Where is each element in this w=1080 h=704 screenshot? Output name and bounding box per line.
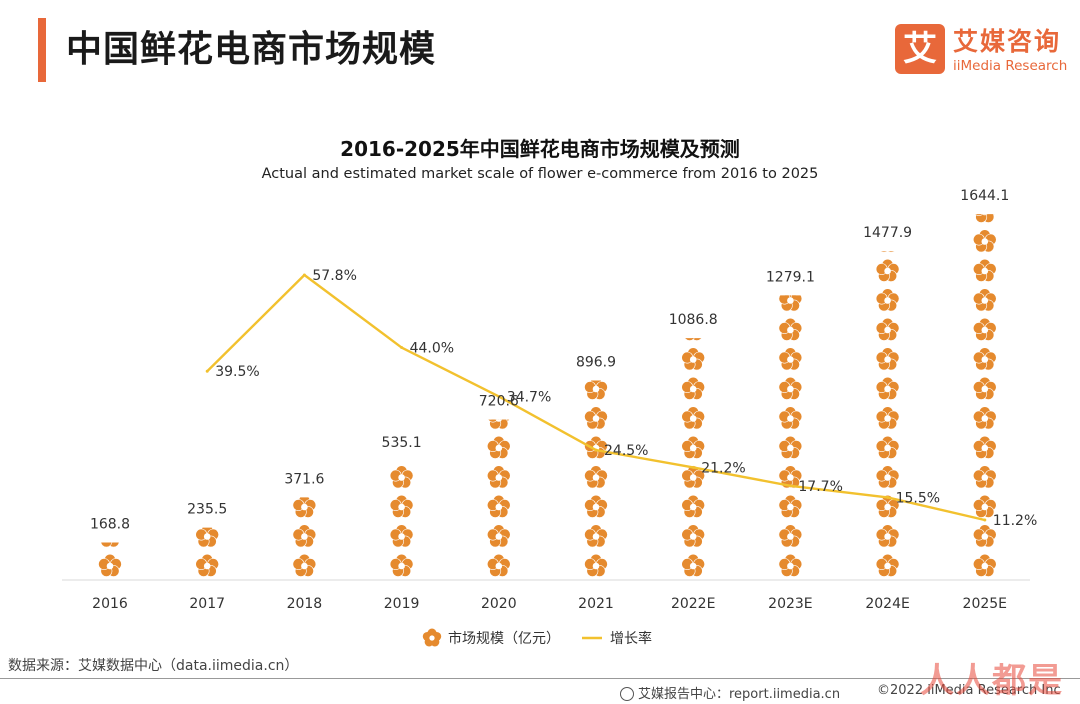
logo-mark-icon: 艾 [895,24,945,74]
bar-value-label: 371.6 [284,471,324,487]
logo-cn-text: 艾媒咨询 [953,27,1062,56]
growth-rate-label: 57.8% [312,268,356,284]
chart-title: 2016-2025年中国鲜花电商市场规模及预测 [340,137,740,161]
bar-value-label: 168.8 [90,516,130,532]
flower-icon [422,628,442,647]
footer-copyright: ©2022 iiMedia Research Inc [877,683,1061,698]
globe-icon [620,687,634,701]
growth-rate-point [302,273,306,277]
growth-rate-point [983,518,987,522]
bar-value-label: 235.5 [187,502,227,518]
x-tick-label: 2020 [481,596,517,612]
bar-2018 [292,497,317,578]
bar-2016 [98,542,122,578]
x-tick-label: 2022E [671,596,715,612]
growth-rate-label: 39.5% [215,364,259,380]
logo-en-text: iiMedia Research [953,58,1068,74]
page-title: 中国鲜花电商市场规模 [66,29,437,70]
legend-item-market-scale: 市场规模（亿元） [422,628,560,647]
x-tick-label: 2024E [865,596,909,612]
bar-value-label: 1086.8 [669,312,718,328]
growth-rate-point [691,465,695,469]
growth-rate-label: 34.7% [507,389,551,405]
growth-rate-point [788,484,792,488]
bar-2023E [778,295,803,578]
growth-rate-label: 24.5% [604,443,648,459]
legend-label: 增长率 [610,630,652,647]
growth-rate-point [205,369,209,373]
footer-report-text: 艾媒报告中心：report.iimedia.cn [638,687,841,702]
bar-2022E [681,338,706,578]
x-tick-label: 2017 [189,596,225,612]
bar-value-label: 535.1 [382,435,422,451]
bar-2017 [195,527,220,578]
bar-value-label: 1644.1 [960,188,1009,204]
x-tick-label: 2023E [768,596,812,612]
legend-item-growth-rate: 增长率 [582,630,652,647]
bar-value-label: 720.6 [479,394,519,410]
x-tick-label: 2018 [287,596,323,612]
x-tick-label: 2021 [578,596,614,612]
bar-value-label: 896.9 [576,354,616,370]
data-source-note: 数据来源：艾媒数据中心（data.iimedia.cn） [8,658,299,674]
growth-rate-point [400,346,404,350]
x-tick-label: 2025E [963,596,1007,612]
bar-2021 [584,380,608,578]
x-tick-label: 2019 [384,596,420,612]
growth-rate-label: 44.0% [410,341,454,357]
watermark-text: 人人都是 [920,661,1064,701]
growth-rate-point [497,394,501,398]
bar-value-label: 1477.9 [863,225,912,241]
growth-rate-point [886,495,890,499]
growth-rate-point [594,448,598,452]
growth-rate-label: 17.7% [798,479,842,495]
title-accent-bar [38,18,46,82]
growth-rate-label: 11.2% [993,513,1037,529]
bar-2024E [875,251,900,578]
bar-2020 [486,419,511,578]
chart-subtitle: Actual and estimated market scale of flo… [261,166,819,182]
legend-label: 市场规模（亿元） [448,630,560,647]
bar-value-label: 1279.1 [766,269,815,285]
growth-rate-label: 15.5% [896,490,940,506]
footer-divider [0,678,1080,679]
growth-rate-label: 21.2% [701,460,745,476]
footer-report-center: 艾媒报告中心：report.iimedia.cn [620,683,840,702]
x-tick-label: 2016 [92,596,128,612]
brand-logo: 艾 艾媒咨询 iiMedia Research [895,22,1071,78]
bar-2019 [389,465,414,578]
